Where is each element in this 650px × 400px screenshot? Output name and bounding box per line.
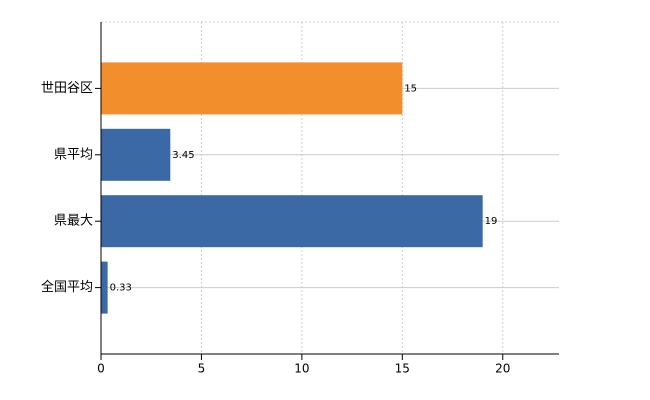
x-tick-label: 5 bbox=[198, 362, 206, 376]
value-label: 0.33 bbox=[110, 283, 132, 294]
value-label: 15 bbox=[404, 83, 417, 94]
value-label: 19 bbox=[485, 216, 498, 227]
bar bbox=[101, 128, 171, 181]
bar bbox=[101, 62, 403, 115]
y-tick-label: 世田谷区 bbox=[41, 81, 93, 96]
y-tick-label: 県平均 bbox=[54, 147, 93, 162]
x-tick-label: 15 bbox=[395, 362, 410, 376]
bar bbox=[101, 195, 483, 248]
y-tick-label: 県最大 bbox=[54, 214, 93, 229]
value-label: 3.45 bbox=[172, 150, 194, 161]
x-tick-label: 0 bbox=[97, 362, 105, 376]
y-tick-label: 全国平均 bbox=[41, 279, 93, 295]
x-tick-label: 10 bbox=[294, 362, 309, 376]
x-tick-label: 20 bbox=[495, 362, 510, 376]
bar bbox=[101, 261, 108, 314]
